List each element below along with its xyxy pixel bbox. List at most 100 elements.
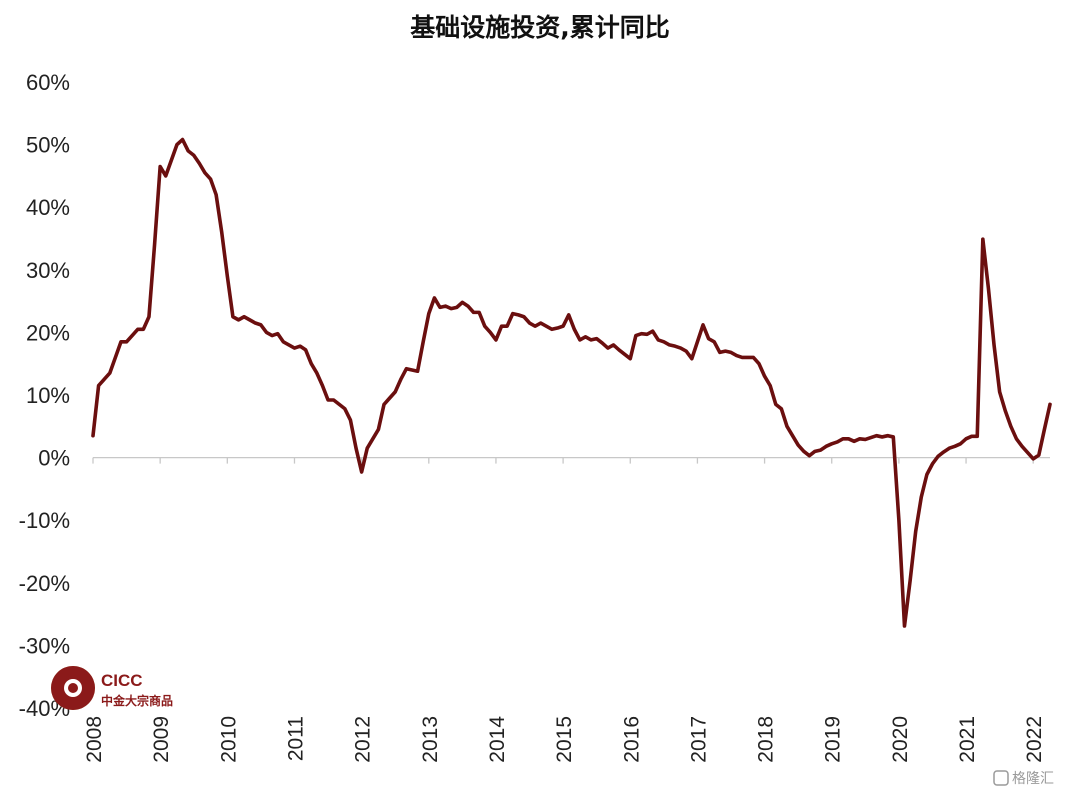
y-tick-label: 60%	[26, 70, 70, 95]
data-point	[242, 315, 246, 319]
data-point	[830, 442, 834, 446]
data-point	[225, 274, 229, 278]
data-point	[488, 331, 492, 334]
data-point	[293, 346, 296, 350]
data-point	[819, 448, 822, 452]
data-point	[869, 436, 873, 439]
data-point	[656, 338, 660, 342]
data-point	[365, 446, 369, 450]
data-point	[539, 321, 543, 325]
data-point	[785, 424, 789, 428]
data-point	[175, 143, 179, 147]
data-point	[824, 444, 828, 448]
data-point	[623, 352, 627, 356]
data-point	[1037, 453, 1041, 457]
data-point	[712, 340, 716, 344]
data-point	[718, 351, 722, 354]
data-point	[673, 344, 677, 348]
logo-dot	[68, 683, 78, 693]
data-point	[416, 369, 419, 373]
data-point	[141, 327, 145, 331]
logo-name: CICC	[101, 671, 143, 690]
data-point	[158, 165, 162, 168]
x-tick-label: 2015	[553, 716, 576, 763]
data-point	[612, 343, 615, 347]
data-point	[1009, 424, 1013, 428]
data-point	[337, 402, 341, 406]
data-point	[757, 362, 761, 366]
data-point	[791, 434, 794, 438]
data-point	[729, 351, 733, 354]
data-point	[914, 530, 918, 533]
data-point	[931, 462, 934, 466]
data-point	[203, 171, 207, 175]
chart-title: 基础设施投资,累计同比	[410, 13, 670, 42]
data-point	[897, 518, 901, 522]
data-point	[505, 324, 509, 328]
data-point	[662, 340, 666, 344]
x-tick-label: 2014	[486, 716, 509, 763]
data-point	[953, 444, 957, 448]
data-point	[466, 304, 470, 308]
data-point	[276, 332, 280, 336]
data-point	[1020, 444, 1024, 448]
data-point	[528, 321, 531, 325]
data-point	[522, 315, 526, 319]
data-point	[421, 340, 425, 344]
data-point	[617, 348, 621, 352]
data-point	[533, 324, 537, 328]
data-point	[1026, 451, 1030, 454]
x-tick-label: 2021	[956, 716, 979, 763]
data-point	[584, 335, 587, 339]
data-point	[321, 384, 324, 388]
data-point	[807, 454, 811, 458]
data-point	[908, 579, 912, 583]
data-point	[735, 354, 738, 357]
data-point	[1015, 437, 1018, 441]
data-point	[444, 304, 447, 308]
data-point	[802, 449, 806, 453]
data-point	[102, 377, 106, 381]
y-axis-tick-labels: 60%50%40%30%20%10%0%-10%-20%-30%-40%	[19, 70, 70, 721]
data-point	[567, 313, 571, 317]
data-point	[237, 318, 240, 322]
data-point	[891, 435, 895, 439]
data-point	[975, 434, 979, 438]
x-tick-label: 2019	[822, 716, 845, 763]
data-point	[572, 327, 576, 331]
data-point	[628, 357, 632, 361]
data-point	[298, 344, 302, 348]
data-point	[136, 327, 140, 331]
x-tick-label: 2008	[83, 716, 106, 763]
x-tick-label: 2020	[889, 716, 912, 763]
data-point	[393, 390, 397, 394]
data-point	[427, 312, 431, 316]
data-point	[852, 439, 856, 443]
data-point	[360, 470, 364, 474]
data-point	[125, 340, 128, 344]
data-point	[209, 177, 212, 181]
x-tick-label: 2018	[755, 716, 778, 763]
data-point	[214, 193, 218, 197]
data-point	[561, 324, 565, 328]
data-point	[987, 287, 990, 290]
data-point	[472, 310, 475, 314]
y-tick-label: -30%	[19, 633, 70, 658]
data-point	[751, 356, 755, 359]
data-point	[919, 495, 923, 499]
data-point	[863, 438, 867, 441]
x-tick-label: 2017	[687, 716, 710, 763]
data-point	[774, 402, 778, 406]
data-point	[634, 334, 638, 337]
data-point	[1003, 409, 1007, 413]
data-point	[959, 442, 962, 446]
data-point	[813, 449, 817, 453]
data-point	[477, 310, 481, 314]
data-point	[880, 435, 884, 439]
data-point	[796, 443, 800, 447]
data-point	[651, 329, 655, 333]
watermark-icon	[993, 770, 1009, 786]
y-tick-label: 0%	[38, 446, 70, 471]
data-point	[97, 384, 100, 388]
